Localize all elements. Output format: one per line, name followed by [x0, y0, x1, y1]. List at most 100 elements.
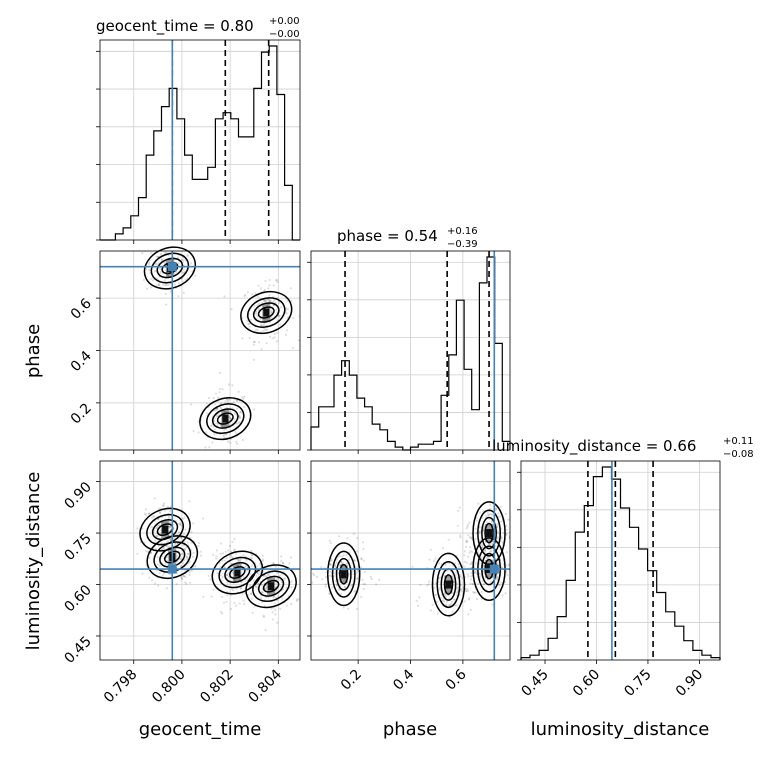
scatter-point [345, 553, 348, 557]
scatter-point [470, 572, 473, 575]
scatter-point [466, 523, 470, 527]
scatter-point [188, 560, 191, 563]
scatter-point [162, 246, 164, 248]
scatter-point [192, 522, 195, 525]
scatter-point [356, 550, 359, 553]
scatter-point [209, 578, 212, 581]
scatter-point [180, 577, 183, 580]
scatter-point [364, 583, 367, 586]
scatter-point [286, 308, 289, 311]
scatter-point [201, 517, 204, 520]
scatter-point [227, 549, 230, 552]
scatter-point [250, 318, 253, 321]
scatter-point [460, 590, 463, 593]
scatter-point [169, 539, 172, 542]
title-luminosity-distance-minus: −0.08 [723, 449, 754, 460]
scatter-point [229, 544, 232, 548]
scatter-point [243, 295, 246, 298]
scatter-point [158, 564, 161, 568]
scatter-point [183, 569, 186, 572]
scatter-point [159, 252, 162, 255]
contour-line [331, 550, 356, 598]
scatter-point [238, 416, 241, 419]
scatter-point [283, 577, 286, 580]
y-tick-label: 0.4 [68, 348, 95, 375]
scatter-point [290, 300, 293, 303]
scatter-point [435, 593, 438, 597]
scatter-point [227, 572, 230, 575]
scatter-point [264, 299, 267, 302]
scatter-point [239, 587, 242, 590]
scatter-point [157, 507, 160, 510]
scatter-point [259, 596, 262, 600]
scatter-point [186, 246, 188, 248]
scatter-point [253, 305, 256, 308]
scatter-point [159, 267, 162, 270]
scatter-point [178, 522, 181, 526]
panel-frame [99, 460, 301, 661]
scatter-point [253, 408, 256, 411]
truth-marker [167, 564, 177, 574]
scatter-point [342, 606, 345, 609]
scatter-point [277, 577, 280, 580]
scatter-point [457, 509, 460, 512]
scatter-point [411, 565, 414, 568]
scatter-point [239, 411, 242, 414]
scatter-point [490, 519, 493, 523]
scatter-point [164, 292, 167, 296]
scatter-point [194, 565, 197, 568]
scatter-point [516, 554, 518, 556]
scatter-point [456, 586, 459, 589]
scatter-point [144, 508, 148, 511]
contour-line [240, 290, 293, 335]
y-tick-label: 0.75 [61, 531, 94, 564]
scatter-point [255, 574, 258, 577]
scatter-point [147, 263, 151, 266]
x-tick-label: 0.802 [197, 667, 237, 707]
scatter-point [177, 295, 180, 298]
scatter-point [277, 595, 280, 598]
scatter-point [237, 559, 240, 562]
scatter-point [159, 511, 162, 514]
scatter-point [459, 575, 462, 578]
scatter-point [481, 544, 484, 547]
scatter-point [463, 550, 466, 553]
scatter-point [339, 555, 342, 558]
scatter-point [269, 335, 272, 338]
scatter-point [262, 329, 265, 332]
title-geocent-time-plus: +0.00 [269, 16, 300, 27]
scatter-point [229, 417, 232, 420]
scatter-point [467, 575, 470, 578]
scatter-point [190, 262, 193, 265]
scatter-point [474, 571, 477, 574]
scatter-point [161, 574, 164, 577]
scatter-point [160, 542, 163, 545]
scatter-point [248, 584, 251, 587]
scatter-point [281, 597, 284, 600]
scatter-point [159, 272, 162, 275]
scatter-point [346, 537, 349, 540]
scatter-point [453, 580, 456, 584]
scatter-point [466, 525, 469, 528]
scatter-point [225, 600, 228, 604]
scatter-point [264, 587, 267, 591]
scatter-point [177, 533, 180, 536]
scatter-point [226, 399, 229, 402]
scatter-point [456, 587, 459, 591]
scatter-point [444, 595, 447, 598]
scatter-point [186, 553, 189, 556]
scatter-point [157, 261, 160, 264]
scatter-point [245, 559, 248, 562]
scatter-point [176, 555, 179, 558]
scatter-point [505, 551, 509, 554]
scatter-point [242, 599, 245, 602]
scatter-point [158, 282, 161, 285]
scatter-point [511, 536, 513, 538]
scatter-point [158, 572, 161, 575]
scatter-point [136, 552, 139, 555]
contour-line [211, 408, 239, 429]
title-geocent-time-minus: −0.00 [269, 29, 300, 40]
contour-line [257, 575, 285, 597]
scatter-point [252, 358, 255, 361]
scatter-point [243, 603, 246, 606]
